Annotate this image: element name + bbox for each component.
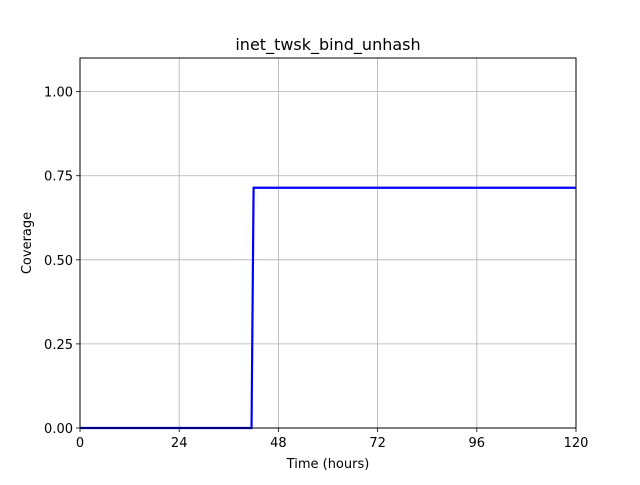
y-tick-label: 0.50 (44, 254, 73, 269)
x-tick-label: 24 (171, 436, 188, 451)
plot-area-frame (79, 57, 577, 429)
x-tick-label: 120 (564, 436, 589, 451)
y-axis-label: Coverage (20, 212, 35, 274)
x-axis-ticks: 0 24 48 72 96 120 (76, 428, 589, 451)
y-tick-label: 0.75 (44, 170, 73, 185)
x-axis-label: Time (hours) (286, 457, 370, 472)
x-tick-label: 0 (76, 436, 84, 451)
chart-title: inet_twsk_bind_unhash (235, 35, 420, 55)
y-tick-label: 0.00 (44, 422, 73, 437)
y-axis-ticks: 0.00 0.25 0.50 0.75 1.00 (44, 86, 80, 437)
y-tick-label: 0.25 (44, 338, 73, 353)
x-tick-label: 48 (270, 436, 287, 451)
x-tick-label: 96 (469, 436, 486, 451)
x-tick-label: 72 (369, 436, 386, 451)
y-tick-label: 1.00 (44, 86, 73, 101)
